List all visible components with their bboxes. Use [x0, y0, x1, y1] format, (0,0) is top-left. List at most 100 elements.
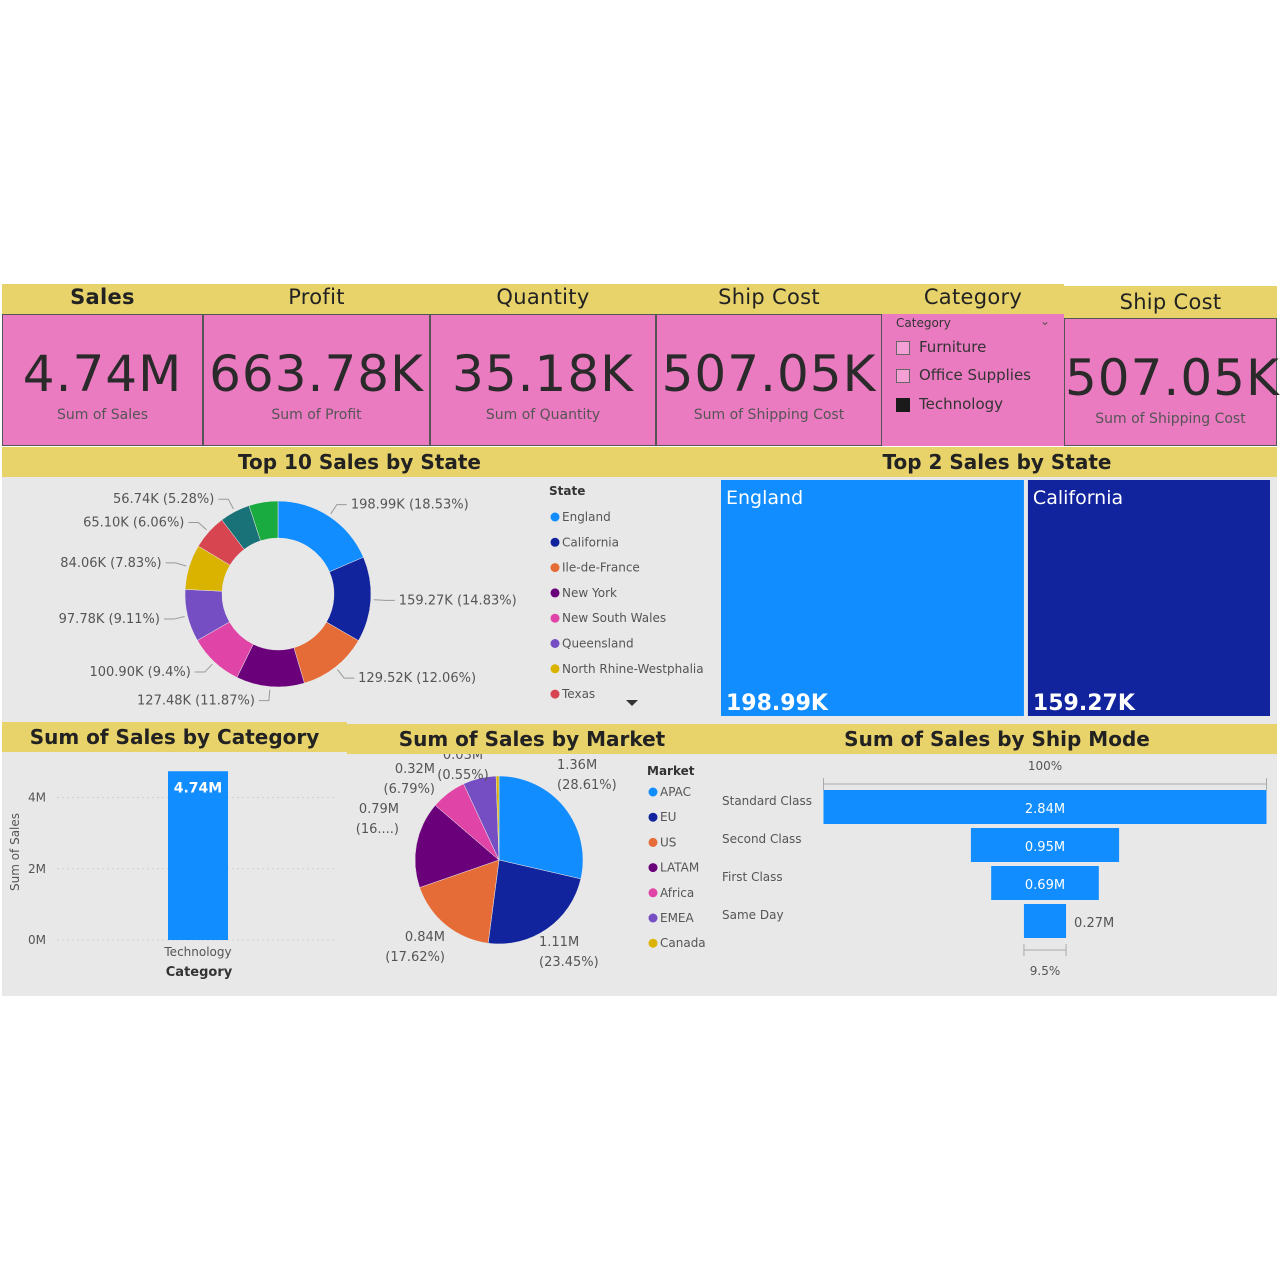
- kpi-value: 507.05K: [661, 345, 877, 403]
- leader-line: [373, 599, 395, 601]
- legend-item: North Rhine-Westphalia: [562, 662, 704, 676]
- legend-item: EU: [660, 810, 676, 824]
- legend-item: LATAM: [660, 861, 699, 875]
- treemap-value: 159.27K: [1033, 691, 1136, 716]
- legend-marker: [648, 888, 658, 898]
- x-tick-label: Technology: [163, 945, 231, 959]
- treemap-value: 198.99K: [726, 691, 829, 716]
- data-label: 56.74K (5.28%): [113, 492, 214, 507]
- bymarket-pie-chart[interactable]: 1.36M (28.61%) 1.11M (23.45%) 0.84M (17.62%) 0…: [347, 754, 717, 996]
- chart-title: Top 10 Sales by State: [2, 447, 717, 477]
- kpi-label: Sum of Shipping Cost: [693, 407, 845, 423]
- slicer-item-furniture[interactable]: Furniture: [896, 338, 986, 356]
- treemap-tile[interactable]: [1027, 480, 1270, 716]
- funnel-bar[interactable]: [991, 866, 1099, 900]
- legend-item: EMEA: [660, 911, 695, 925]
- slicer-title: Category: [882, 284, 1064, 314]
- data-label: 0.84M: [405, 930, 445, 945]
- y-tick-label: 0M: [28, 933, 46, 947]
- kpi-body: 507.05K Sum of Shipping Cost: [656, 314, 882, 446]
- legend-marker: [648, 837, 658, 847]
- pie-slice[interactable]: [414, 804, 500, 888]
- legend-marker: [550, 512, 560, 522]
- legend-marker: [648, 938, 658, 948]
- data-label: (17.62%): [385, 950, 445, 965]
- kpi-title: Ship Cost: [656, 284, 882, 314]
- pie-slice[interactable]: [498, 775, 584, 880]
- kpi-card-sales[interactable]: Sales 4.74M Sum of Sales: [2, 284, 203, 446]
- pie-slice[interactable]: [487, 859, 582, 945]
- funnel-bar[interactable]: [1023, 904, 1067, 938]
- checkbox[interactable]: [896, 397, 910, 412]
- funnel-stage-label: Standard Class: [722, 794, 812, 808]
- top10-donut-chart[interactable]: 198.99K (18.53%) 159.27K (14.83%) 129.52K …: [2, 477, 717, 722]
- kpi-title: Ship Cost: [1064, 286, 1277, 318]
- data-label: 1.36M: [557, 758, 597, 773]
- kpi-card-quantity[interactable]: Quantity 35.18K Sum of Quantity: [430, 284, 656, 446]
- data-label: (0.55%): [437, 768, 488, 783]
- legend-marker: [550, 613, 560, 623]
- kpi-title: Sales: [2, 284, 203, 314]
- kpi-body: 4.74M Sum of Sales: [2, 314, 203, 446]
- bycat-panel: Sum of Sales by Category 0M 2M 4M Sum of Sa…: [2, 722, 347, 996]
- slicer-header: Category: [896, 316, 951, 330]
- slicer-item-label: Technology: [919, 395, 1004, 413]
- legend-marker: [550, 537, 560, 547]
- legend-item: Queensland: [562, 637, 634, 651]
- legend-item: England: [562, 510, 611, 524]
- data-label: (28.61%): [557, 778, 617, 793]
- legend-item: California: [562, 535, 619, 549]
- legend-title: State: [549, 484, 585, 498]
- legend-marker: [648, 787, 658, 797]
- funnel-data-label: 0.27M: [1074, 916, 1114, 931]
- legend-marker: [550, 664, 560, 674]
- legend-item: APAC: [660, 785, 691, 799]
- donut-slice[interactable]: [248, 500, 279, 542]
- kpi-label: Sum of Sales: [56, 407, 149, 423]
- data-label: 0.79M: [359, 802, 399, 817]
- legend-item: US: [660, 835, 676, 849]
- kpi-card-profit[interactable]: Profit 663.78K Sum of Profit: [203, 284, 430, 446]
- pie-slice[interactable]: [495, 775, 500, 861]
- funnel-bar[interactable]: [970, 828, 1120, 862]
- kpi-card-ship-cost[interactable]: Ship Cost 507.05K Sum of Shipping Cost: [656, 284, 882, 446]
- treemap-label: California: [1033, 487, 1123, 509]
- chart-title: Sum of Sales by Market: [347, 724, 717, 754]
- dashboard: Sales 4.74M Sum of Sales Profit 663.78K …: [0, 284, 1280, 996]
- funnel-data-label: 0.69M: [1025, 878, 1065, 893]
- leader-line: [336, 669, 355, 679]
- bycat-bar-chart[interactable]: 0M 2M 4M Sum of Sales 4.74M Technology Categor…: [2, 752, 347, 996]
- slicer-item-technology[interactable]: Technology: [896, 395, 1003, 413]
- legend-item: New York: [562, 586, 617, 600]
- kpi-label: Sum of Shipping Cost: [1095, 411, 1246, 427]
- bymarket-panel: Sum of Sales by Market 1.36M (28.61%) 1.11…: [347, 722, 717, 996]
- data-label: 65.10K (6.06%): [83, 515, 184, 530]
- treemap-label: England: [726, 487, 803, 509]
- checkbox[interactable]: [896, 340, 910, 355]
- funnel-bottom-label: 9.5%: [1030, 964, 1061, 978]
- kpi-card-ship-cost-2[interactable]: Ship Cost 507.05K Sum of Shipping Cost: [1064, 286, 1279, 446]
- data-label: 1.11M: [539, 935, 579, 950]
- data-label: 127.48K (11.87%): [137, 694, 255, 709]
- data-label: 159.27K (14.83%): [399, 593, 517, 608]
- kpi-body: 663.78K Sum of Profit: [203, 314, 430, 446]
- funnel-data-label: 0.95M: [1025, 840, 1065, 855]
- top2-treemap[interactable]: England 198.99K California 159.27K: [717, 477, 1277, 722]
- chevron-down-icon[interactable]: ⌄: [1040, 314, 1051, 328]
- kpi-value: 663.78K: [209, 345, 424, 403]
- slicer-item-label: Office Supplies: [919, 366, 1032, 384]
- kpi-body: 35.18K Sum of Quantity: [430, 314, 656, 446]
- bar-data-label: 4.74M: [174, 780, 222, 796]
- chart-title: Top 2 Sales by State: [717, 447, 1277, 477]
- slicer-item-office-supplies[interactable]: Office Supplies: [896, 366, 1031, 384]
- funnel-bar[interactable]: [823, 790, 1267, 824]
- funnel-stage-label: First Class: [722, 870, 783, 884]
- kpi-label: Sum of Quantity: [485, 407, 601, 423]
- byship-funnel-chart[interactable]: 100% Standard Class 2.84M Second Class 0.95M…: [717, 754, 1277, 996]
- checkbox[interactable]: [896, 368, 910, 383]
- data-label: 0.32M: [395, 762, 435, 777]
- chart-title: Sum of Sales by Category: [2, 722, 347, 752]
- bar[interactable]: [168, 771, 228, 940]
- treemap-tile[interactable]: [721, 480, 1024, 716]
- category-slicer[interactable]: Category Category ⌄ Furniture Office Sup…: [882, 284, 1064, 446]
